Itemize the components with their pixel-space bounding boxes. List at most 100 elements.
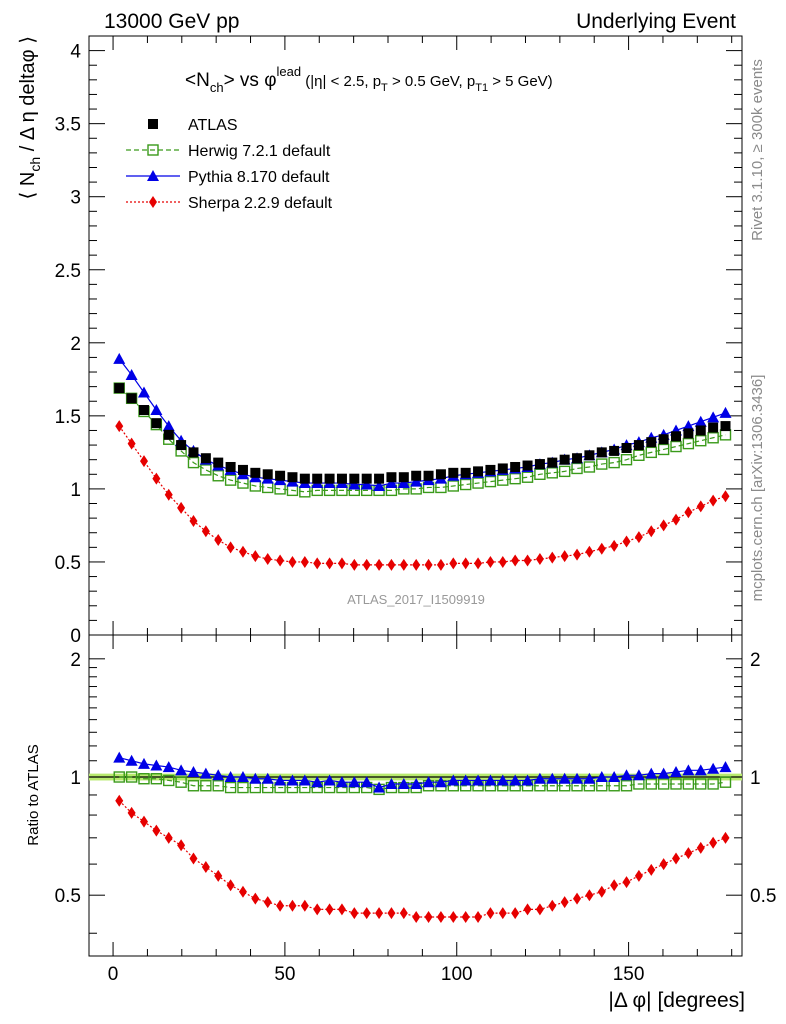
legend-marker — [147, 170, 159, 181]
ratio-point-pythia — [323, 774, 336, 786]
point-atlas — [250, 467, 261, 478]
ratio-point-herwig — [113, 771, 125, 783]
ratio-point-sherpa — [251, 892, 260, 905]
ratio-point-sherpa — [412, 910, 421, 923]
ratio-line-sherpa — [118, 800, 726, 918]
series-atlas — [114, 383, 731, 484]
x-axis-label: |Δ φ| [degrees] — [608, 989, 745, 1012]
header-right-label: Underlying Event — [576, 10, 736, 33]
ratio-panel-frame — [88, 634, 743, 957]
point-atlas — [411, 470, 422, 481]
ratio-point-pythia — [199, 767, 212, 779]
point-sherpa — [647, 525, 656, 538]
ratio-point-herwig — [670, 778, 682, 790]
legend-entry-sherpa: Sherpa 2.2.9 default — [126, 195, 333, 212]
ratio-point-herwig — [237, 781, 249, 794]
point-herwig — [286, 484, 299, 497]
point-atlas — [522, 460, 533, 471]
point-sherpa — [313, 557, 322, 570]
ratio-point-sherpa — [201, 860, 210, 873]
point-herwig — [534, 468, 546, 480]
point-pythia — [150, 404, 163, 416]
point-pythia — [125, 368, 138, 380]
ratio-point-pythia — [632, 769, 645, 781]
point-atlas — [386, 472, 397, 483]
ratio-point-sherpa — [696, 841, 705, 854]
ratio-point-sherpa — [238, 885, 247, 898]
ratio-point-pythia — [484, 774, 497, 786]
point-sherpa — [511, 554, 520, 567]
point-sherpa — [152, 472, 161, 485]
ratio-point-sherpa — [659, 858, 668, 871]
point-pythia — [360, 478, 373, 490]
point-atlas — [596, 447, 607, 458]
ratio-point-pythia — [410, 777, 423, 789]
point-herwig — [682, 437, 695, 450]
point-atlas — [435, 469, 446, 480]
point-atlas — [473, 466, 484, 477]
legend-marker — [149, 196, 157, 208]
ratio-point-sherpa — [350, 907, 359, 920]
ratio-point-sherpa — [375, 907, 384, 920]
ratio-point-pythia — [113, 751, 126, 763]
point-atlas — [237, 464, 248, 475]
ratio-point-pythia — [137, 757, 150, 769]
ratio-point-sherpa — [300, 899, 309, 912]
point-herwig — [187, 456, 200, 469]
point-sherpa — [300, 555, 309, 568]
point-sherpa — [634, 531, 643, 544]
ratio-point-sherpa — [672, 852, 681, 865]
point-atlas — [151, 418, 162, 429]
ratio-point-sherpa — [189, 852, 198, 865]
point-atlas — [534, 459, 545, 470]
point-herwig — [657, 443, 670, 456]
ratio-point-sherpa — [523, 903, 532, 916]
ratio-point-herwig — [175, 776, 187, 788]
legend-marker — [147, 144, 159, 156]
point-atlas — [398, 472, 409, 483]
point-herwig — [212, 470, 224, 482]
ratio-y-tick-label: 2 — [70, 650, 81, 671]
point-sherpa — [548, 551, 557, 564]
ratio-point-pythia — [595, 771, 608, 783]
point-herwig — [459, 478, 472, 491]
ratio-point-pythia — [447, 774, 460, 786]
point-sherpa — [189, 515, 198, 528]
point-atlas — [188, 447, 199, 458]
ratio-point-sherpa — [461, 910, 470, 923]
point-atlas — [485, 464, 496, 475]
ratio-point-pythia — [694, 764, 707, 776]
ratio-point-pythia — [707, 762, 720, 774]
point-pythia — [113, 352, 126, 364]
ratio-point-herwig — [608, 780, 620, 792]
point-sherpa — [387, 558, 396, 571]
ratio-point-herwig — [633, 778, 645, 790]
point-herwig — [200, 464, 212, 476]
point-sherpa — [214, 534, 223, 547]
point-sherpa — [337, 557, 346, 570]
point-sherpa — [127, 437, 136, 450]
ratio-point-pythia — [385, 777, 398, 789]
point-atlas — [225, 461, 236, 472]
mcplots-info-label: mcplots.cern.ch [arXiv:1306.3436] — [749, 375, 766, 602]
ratio-point-sherpa — [276, 899, 285, 912]
legend-label: Sherpa 2.2.9 default — [188, 195, 333, 212]
point-sherpa — [585, 545, 594, 558]
point-herwig — [497, 474, 509, 486]
point-sherpa — [139, 455, 148, 468]
ratio-point-herwig — [224, 781, 237, 794]
point-atlas — [114, 383, 125, 394]
ratio-point-sherpa — [177, 839, 186, 852]
point-sherpa — [659, 519, 668, 532]
ratio-point-pythia — [434, 776, 447, 788]
ratio-point-pythia — [657, 767, 670, 779]
point-herwig — [596, 458, 608, 470]
point-sherpa — [449, 557, 458, 570]
ratio-point-pythia — [620, 769, 633, 781]
point-herwig — [670, 440, 682, 453]
point-atlas — [683, 428, 694, 439]
point-sherpa — [238, 545, 247, 558]
plot-title: <Nch> vs φlead (|η| < 2.5, pT > 0.5 GeV,… — [185, 64, 553, 95]
point-sherpa — [436, 558, 445, 571]
ratio-point-pythia — [583, 772, 596, 784]
